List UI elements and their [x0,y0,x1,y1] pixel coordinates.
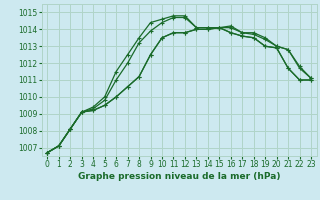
X-axis label: Graphe pression niveau de la mer (hPa): Graphe pression niveau de la mer (hPa) [78,172,280,181]
